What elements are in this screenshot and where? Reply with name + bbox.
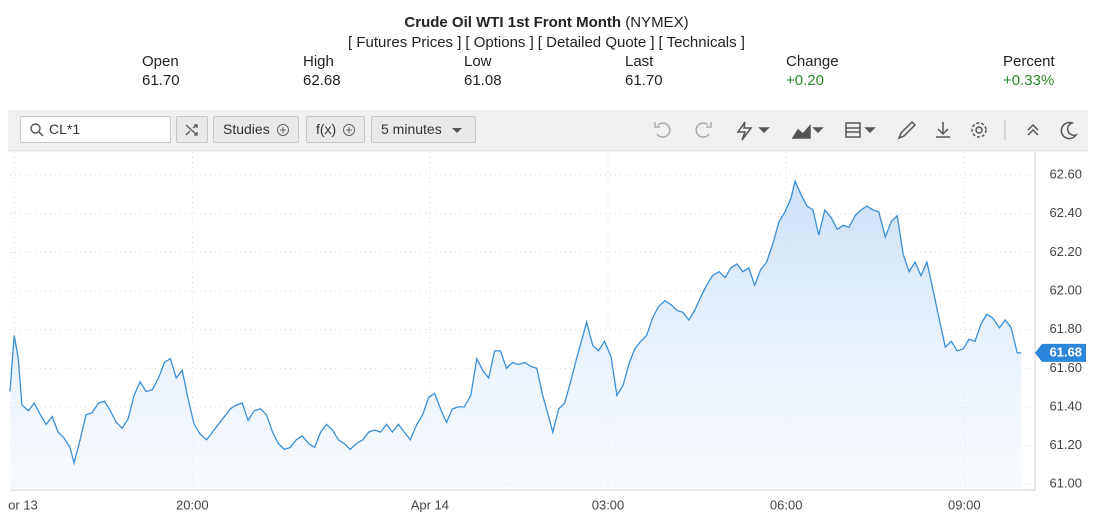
dropdown-arrow — [452, 128, 462, 133]
y-tick-label: 61.00 — [1049, 476, 1082, 491]
redo-arrow — [706, 122, 712, 128]
y-tick-label: 61.60 — [1049, 360, 1082, 375]
link[interactable]: [ Detailed Quote ] — [537, 34, 655, 51]
collapse-icon[interactable] — [1027, 123, 1039, 136]
link[interactable]: [ Futures Prices ] — [348, 34, 462, 51]
layout-icon[interactable] — [845, 122, 861, 138]
x-tick-label: 06:00 — [770, 497, 803, 512]
dropdown-arrow — [758, 127, 770, 134]
link[interactable]: [ Technicals ] — [658, 34, 745, 51]
undo-icon[interactable] — [656, 122, 671, 138]
add-icon — [343, 124, 355, 136]
studies-button[interactable]: Studies — [213, 116, 299, 143]
last-price-label: 61.68 — [1049, 344, 1082, 359]
theme-icon[interactable] — [1060, 121, 1078, 140]
quote-label: Low — [464, 53, 492, 70]
quote-value: +0.20 — [786, 72, 824, 89]
studies-label: Studies — [223, 121, 270, 137]
x-tick-label: 20:00 — [176, 497, 209, 512]
quote-label: Last — [625, 53, 654, 70]
quote-value: +0.33% — [1003, 72, 1055, 89]
interval-label: 5 minutes — [381, 121, 442, 137]
x-tick-label: Apr 14 — [411, 497, 449, 512]
interval-button[interactable]: 5 minutes — [371, 116, 476, 143]
quote-links: [ Futures Prices ][ Options ][ Detailed … — [0, 34, 1093, 51]
search-icon — [30, 123, 44, 137]
quote-value: 61.70 — [625, 72, 663, 89]
quote-value: 61.70 — [142, 72, 180, 89]
quote-title: Crude Oil WTI 1st Front Month (NYMEX) — [0, 14, 1093, 31]
dropdown-arrow — [812, 127, 824, 134]
toolbar-icons — [654, 120, 1078, 141]
y-tick-label: 62.60 — [1049, 167, 1082, 182]
quote-label: Change — [786, 53, 839, 70]
x-tick-label: 03:00 — [592, 497, 625, 512]
y-tick-label: 62.40 — [1049, 205, 1082, 220]
symbol-search[interactable]: CL*1 — [20, 116, 171, 143]
link[interactable]: [ Options ] — [465, 34, 534, 51]
quote-label: Open — [142, 53, 179, 70]
chart-type-icon[interactable] — [791, 124, 811, 139]
dropdown-arrow — [864, 127, 876, 134]
undo-arrow — [654, 122, 660, 128]
draw-icon[interactable] — [897, 120, 917, 140]
quote-label: Percent — [1003, 53, 1055, 70]
redo-icon[interactable] — [695, 122, 710, 138]
download-icon[interactable] — [936, 122, 950, 138]
price-line — [9, 178, 1022, 466]
exchange: (NYMEX) — [625, 14, 689, 31]
y-tick-label: 61.20 — [1049, 437, 1082, 452]
y-tick-label: 62.00 — [1049, 283, 1082, 298]
x-tick-label: or 13 — [8, 497, 38, 512]
y-tick-label: 61.40 — [1049, 398, 1082, 413]
shuffle-icon — [185, 124, 198, 136]
fx-label: f(x) — [316, 121, 337, 137]
symbol: CL*1 — [49, 121, 81, 137]
quote-value: 62.68 — [303, 72, 341, 89]
add-icon — [277, 124, 289, 136]
last-price-badge — [1035, 343, 1086, 362]
compare-button[interactable] — [176, 116, 208, 143]
y-tick-label: 61.80 — [1049, 321, 1082, 336]
quote-value: 61.08 — [464, 72, 502, 89]
settings-icon[interactable] — [975, 126, 983, 134]
instrument-name: Crude Oil WTI 1st Front Month — [404, 14, 622, 31]
fx-button[interactable]: f(x) — [306, 116, 365, 143]
x-tick-label: 09:00 — [948, 497, 981, 512]
quote-label: High — [303, 53, 334, 70]
area-fill — [10, 181, 1022, 490]
toolbar: CL*1 Studies f(x) 5 minutes — [8, 110, 1088, 151]
y-tick-label: 62.20 — [1049, 244, 1082, 259]
flash-icon[interactable] — [736, 121, 753, 141]
